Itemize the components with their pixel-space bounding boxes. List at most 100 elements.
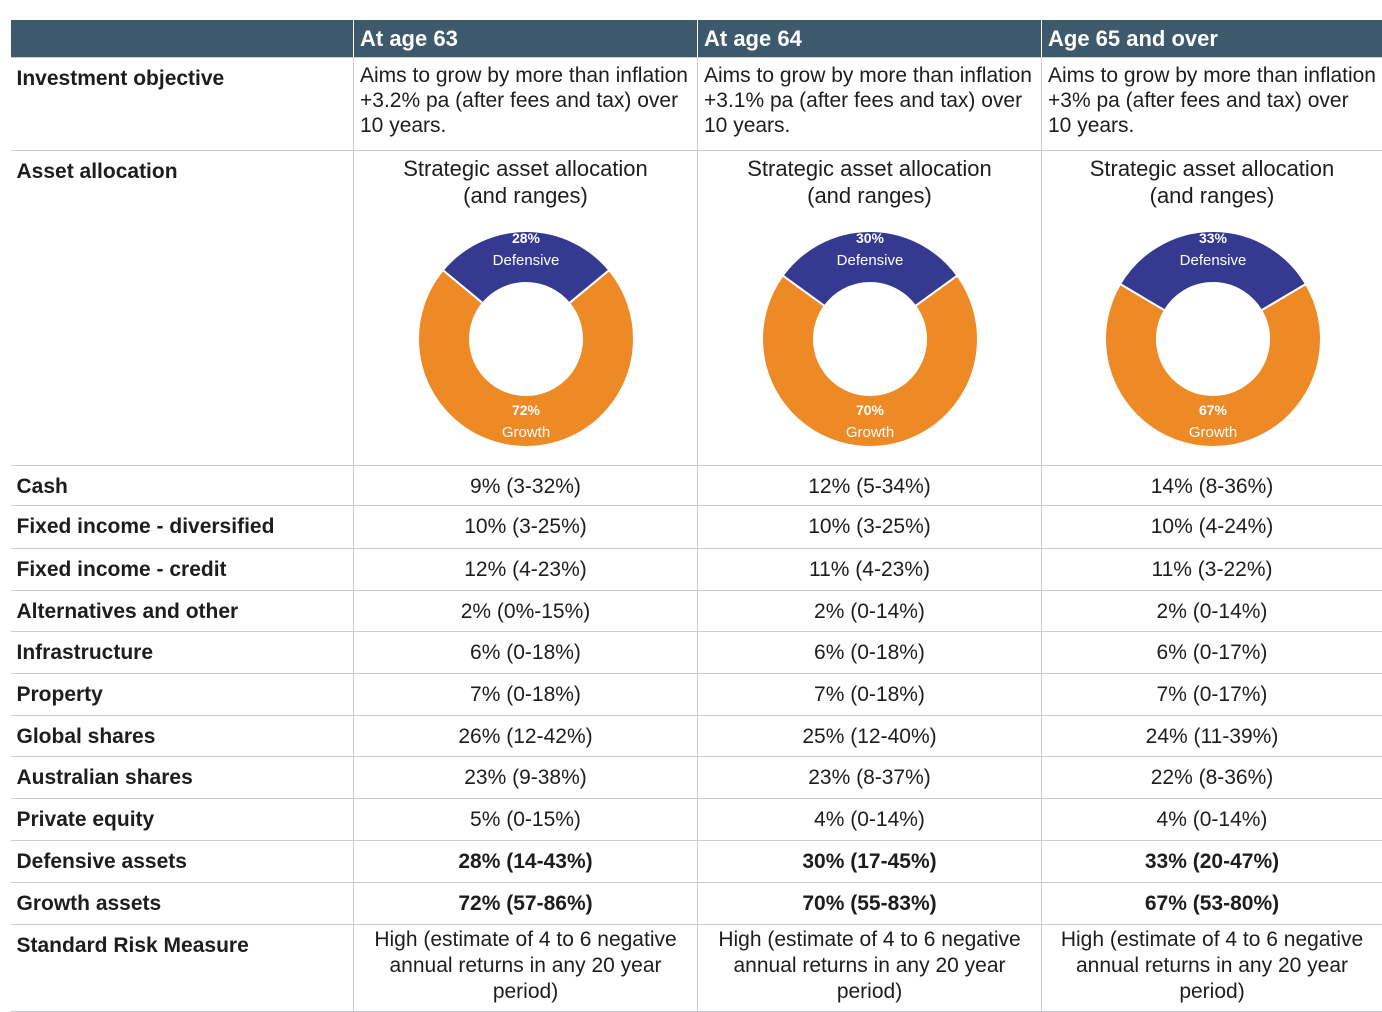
cell: 14% (8-36%): [1042, 466, 1382, 506]
cell: 24% (11-39%): [1042, 716, 1382, 757]
cell: 7% (0-17%): [1042, 674, 1382, 716]
row-label: Fixed income - credit: [11, 549, 354, 591]
cell: 6% (0-18%): [698, 632, 1042, 674]
row-label: Australian shares: [11, 757, 354, 799]
row-label: Growth assets: [11, 883, 354, 925]
cell: 28% (14-43%): [354, 841, 698, 883]
cell: 72% (57-86%): [354, 883, 698, 925]
donut-segment: [1105, 284, 1321, 447]
row-label: Asset allocation: [11, 151, 354, 466]
cell: 10% (4-24%): [1042, 506, 1382, 549]
segment-value: 28%: [511, 230, 540, 246]
row-label: Standard Risk Measure: [11, 925, 354, 1012]
cell: High (estimate of 4 to 6 negative annual…: [1042, 925, 1382, 1012]
row-label: Property: [11, 674, 354, 716]
donut-segment: [418, 270, 634, 447]
row-label: Infrastructure: [11, 632, 354, 674]
column-header: Age 65 and over: [1042, 20, 1382, 58]
cell: 11% (4-23%): [698, 549, 1042, 591]
row-label: Cash: [11, 466, 354, 506]
cell: 10% (3-25%): [698, 506, 1042, 549]
chart-title: Strategic asset allocation (and ranges): [704, 155, 1035, 209]
cell: 25% (12-40%): [698, 716, 1042, 757]
donut-chart: 30% Defensive 70% Growth: [705, 209, 1035, 459]
segment-name: Defensive: [492, 252, 559, 269]
cell: 6% (0-18%): [354, 632, 698, 674]
segment-value: 33%: [1199, 230, 1228, 246]
cell: 12% (4-23%): [354, 549, 698, 591]
cell: 33% (20-47%): [1042, 841, 1382, 883]
chart-title: Strategic asset allocation (and ranges): [360, 155, 691, 209]
header-blank: [11, 20, 354, 58]
donut-segment: [762, 276, 978, 447]
cell: 7% (0-18%): [698, 674, 1042, 716]
cell: 4% (0-14%): [698, 799, 1042, 841]
column-header: At age 63: [354, 20, 698, 58]
cell: 26% (12-42%): [354, 716, 698, 757]
segment-name: Growth: [501, 424, 549, 441]
cell: 23% (9-38%): [354, 757, 698, 799]
donut-chart: 28% Defensive 72% Growth: [361, 209, 691, 459]
cell: 10% (3-25%): [354, 506, 698, 549]
cell: 9% (3-32%): [354, 466, 698, 506]
row-label: Investment objective: [11, 58, 354, 151]
segment-name: Growth: [845, 424, 893, 441]
row-label: Fixed income - diversified: [11, 506, 354, 549]
segment-value: 30%: [855, 230, 884, 246]
segment-name: Defensive: [1180, 252, 1247, 269]
row-label: Global shares: [11, 716, 354, 757]
chart-cell: Strategic asset allocation (and ranges)3…: [1042, 151, 1382, 466]
row-label: Alternatives and other: [11, 591, 354, 632]
cell: 70% (55-83%): [698, 883, 1042, 925]
chart-title: Strategic asset allocation (and ranges): [1048, 155, 1376, 209]
cell: 22% (8-36%): [1042, 757, 1382, 799]
cell: 5% (0-15%): [354, 799, 698, 841]
donut-chart: 33% Defensive 67% Growth: [1048, 209, 1378, 459]
segment-value: 67%: [1199, 402, 1228, 418]
cell: 67% (53-80%): [1042, 883, 1382, 925]
cell: 23% (8-37%): [698, 757, 1042, 799]
cell: 30% (17-45%): [698, 841, 1042, 883]
row-label: Private equity: [11, 799, 354, 841]
cell: 2% (0-14%): [1042, 591, 1382, 632]
cell: 7% (0-18%): [354, 674, 698, 716]
chart-cell: Strategic asset allocation (and ranges)2…: [354, 151, 698, 466]
segment-value: 72%: [511, 402, 540, 418]
segment-name: Defensive: [836, 252, 903, 269]
cell: High (estimate of 4 to 6 negative annual…: [354, 925, 698, 1012]
segment-name: Growth: [1189, 424, 1237, 441]
segment-value: 70%: [855, 402, 884, 418]
cell: 11% (3-22%): [1042, 549, 1382, 591]
cell: High (estimate of 4 to 6 negative annual…: [698, 925, 1042, 1012]
cell: 2% (0%-15%): [354, 591, 698, 632]
chart-cell: Strategic asset allocation (and ranges)3…: [698, 151, 1042, 466]
cell: Aims to grow by more than inflation +3% …: [1042, 58, 1382, 151]
cell: Aims to grow by more than inflation +3.2…: [354, 58, 698, 151]
cell: 12% (5-34%): [698, 466, 1042, 506]
cell: 6% (0-17%): [1042, 632, 1382, 674]
column-header: At age 64: [698, 20, 1042, 58]
cell: 4% (0-14%): [1042, 799, 1382, 841]
row-label: Defensive assets: [11, 841, 354, 883]
cell: 2% (0-14%): [698, 591, 1042, 632]
cell: Aims to grow by more than inflation +3.1…: [698, 58, 1042, 151]
